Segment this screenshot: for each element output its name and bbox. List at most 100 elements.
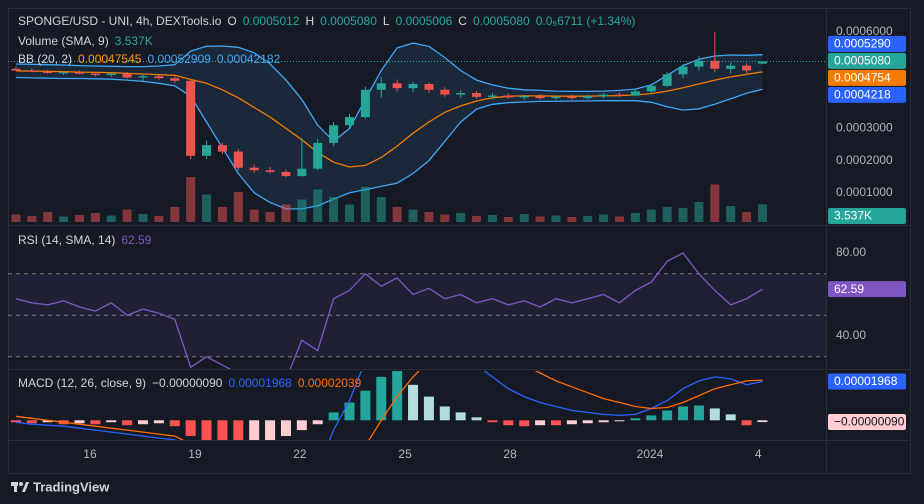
volume-bar — [456, 213, 466, 222]
macd-histogram-bar — [217, 420, 228, 440]
macd-histogram-bar — [630, 418, 641, 421]
y-tick-label: 0.0006000 — [836, 24, 893, 38]
candle-body — [59, 72, 69, 74]
y-tick-label: 0.0001000 — [836, 185, 893, 199]
volume-bar — [710, 184, 720, 222]
macd-histogram-bar — [709, 408, 720, 421]
x-tick-label: 25 — [398, 447, 412, 461]
macd-histogram-bar — [662, 410, 673, 421]
candle-body — [456, 92, 466, 95]
candle-body — [249, 167, 259, 171]
candle-body — [678, 66, 688, 75]
volume-bar — [694, 202, 704, 222]
price-label: 0.0004754 — [834, 70, 891, 84]
macd-histogram-bar — [678, 406, 689, 421]
macd-histogram-bar — [408, 384, 419, 421]
legend-item: 0.0₅6711 (+1.34%) — [536, 14, 636, 28]
volume-bar — [74, 215, 84, 222]
volume-bar — [440, 214, 450, 222]
macd-histogram-bar — [455, 412, 466, 421]
volume-bar — [487, 215, 497, 222]
volume-bar — [757, 204, 767, 222]
candle-body — [376, 83, 386, 90]
volume-label: 3.537K — [834, 209, 872, 223]
y-tick-label: 0.0003000 — [836, 121, 893, 135]
volume-bar — [392, 207, 402, 222]
macd-histogram-bar — [757, 420, 768, 423]
macd-histogram-bar — [598, 420, 609, 423]
rsi-label: 62.59 — [834, 282, 864, 296]
candle-body — [757, 61, 767, 64]
legend-item: 0.00047545 — [78, 52, 142, 66]
macd-histogram-bar — [153, 420, 164, 424]
volume-bar — [281, 204, 291, 222]
volume-bar — [503, 217, 513, 222]
price-label-box — [828, 35, 906, 52]
volume-pane — [11, 177, 767, 222]
candle-body — [27, 70, 37, 72]
volume-bar — [186, 177, 196, 222]
macd-label: −0.00000090 — [834, 415, 905, 429]
volume-bar — [59, 216, 69, 222]
band-line — [15, 42, 763, 143]
band-fill — [15, 43, 763, 209]
volume-bar — [217, 207, 227, 222]
legend-item: SPONGE/USD - UNI, 4h, DEXTools.io — [18, 14, 222, 28]
legend-item: H — [305, 14, 314, 28]
volume-bar — [233, 192, 243, 222]
x-tick-label: 16 — [83, 447, 97, 461]
volume-bar — [138, 214, 148, 222]
candle-body — [138, 76, 148, 78]
candle-body — [583, 96, 593, 99]
macd-histogram-bar — [487, 420, 498, 423]
macd-histogram-bar — [201, 420, 212, 440]
macd-histogram-bar — [42, 420, 53, 423]
candle-body — [551, 96, 561, 99]
legend: BB (20, 2) 0.00047545 0.00052909 0.00042182 — [18, 52, 281, 66]
volume-bar — [646, 209, 656, 222]
volume-bar — [408, 209, 418, 222]
volume-bar — [90, 213, 100, 222]
macd-histogram-bar — [90, 420, 101, 425]
volume-bar — [313, 189, 323, 222]
price-label: 0.0004218 — [834, 87, 891, 101]
candle-body — [567, 96, 577, 99]
legend-item: 0.0005080 — [473, 14, 530, 28]
macd-histogram-bar — [725, 414, 736, 421]
price-pane — [11, 31, 767, 210]
volume-bar — [170, 207, 180, 222]
macd-histogram-bar — [423, 396, 434, 421]
macd-histogram-bar — [122, 420, 133, 426]
macd-histogram-bar — [439, 406, 450, 421]
candle-body — [186, 80, 196, 156]
macd-histogram-bar — [138, 420, 149, 425]
x-tick-label: 22 — [293, 447, 307, 461]
rsi-label-box — [828, 281, 906, 298]
candle-body — [297, 168, 307, 177]
rsi-line — [15, 252, 763, 369]
y-tick-label: 40.00 — [836, 328, 866, 342]
legend-item: 0.0005012 — [243, 14, 300, 28]
macd-histogram-bar — [10, 420, 21, 423]
candle-body — [519, 96, 529, 98]
pane-frame — [8, 8, 911, 474]
macd-histogram-bar — [296, 420, 307, 431]
volume-bar — [27, 216, 37, 222]
macd-histogram-bar — [535, 420, 546, 426]
candle-body — [360, 89, 370, 118]
macd-histogram-bar — [614, 420, 625, 422]
candle-body — [43, 71, 53, 74]
volume-bar — [329, 197, 339, 222]
volume-bar — [122, 209, 132, 222]
legend-item: 0.00042182 — [217, 52, 281, 66]
x-tick-label: 19 — [188, 447, 202, 461]
candle-body — [313, 142, 323, 169]
candle-body — [694, 60, 704, 67]
candle-body — [265, 170, 275, 172]
y-tick-label: 0.0002000 — [836, 153, 893, 167]
candle-body — [503, 95, 513, 98]
legend-item: C — [458, 14, 467, 28]
volume-bar — [472, 216, 482, 222]
legend-item: BB (20, 2) — [18, 52, 72, 66]
macd-histogram-bar — [265, 420, 276, 440]
